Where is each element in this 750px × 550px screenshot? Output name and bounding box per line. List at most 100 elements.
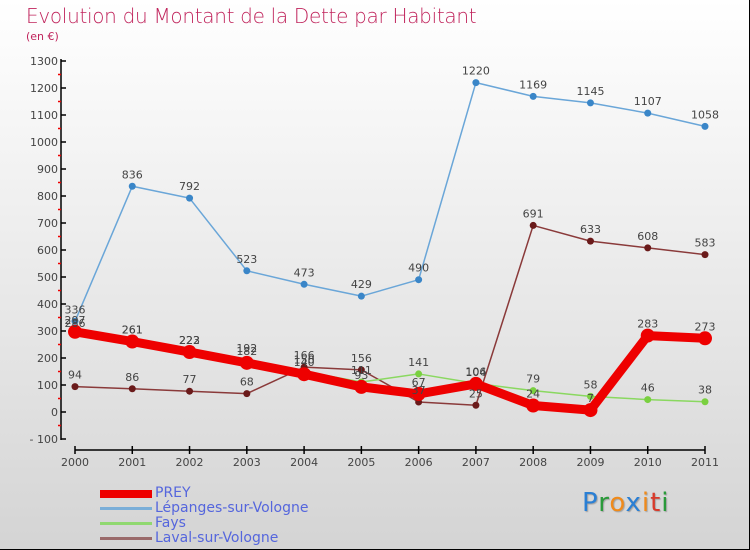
data-point-laval-sur-vologne [644,244,652,252]
legend-swatch-lepanges [100,507,152,510]
data-label-laval-sur-vologne: 37 [412,384,426,397]
data-point-lepanges-sur-vologne [71,317,79,325]
data-point-prey [698,331,712,346]
data-point-prey [468,376,483,391]
data-point-prey [354,379,369,394]
data-point-laval-sur-vologne [71,383,79,391]
data-point-prey [239,355,254,370]
chart-subtitle: (en €) [26,30,59,43]
logo-letter: r [598,488,610,518]
data-point-fays [701,398,709,406]
data-label-prey: 140 [294,356,315,369]
x-tick-label: 2002 [176,456,204,469]
axes: - 100 0 100 200 300 400 500 600 700 800 900 1000 110… [30,55,719,469]
y-tick-label: 1200 [30,82,58,95]
data-label-laval-sur-vologne: 608 [637,230,658,243]
data-point-laval-sur-vologne [701,251,709,259]
data-label-prey: 297 [65,314,86,327]
logo-letter: t [650,488,662,518]
data-label-lepanges-sur-vologne: 473 [294,266,315,279]
data-point-laval-sur-vologne [128,385,136,393]
data-point-lepanges-sur-vologne [128,182,136,190]
y-tick-label: - 100 [30,433,58,446]
legend-swatch-fays [100,522,152,525]
data-label-prey: 7 [587,392,594,405]
data-labels: 336 836 792 523 473 429 490 1220 1169 1145 1107 105… [65,65,720,406]
data-label-prey: 24 [526,388,540,401]
logo-letter: x [625,488,642,518]
data-label-fays: 223 [179,334,200,347]
legend-item-laval: Laval-sur-Vologne [100,531,309,546]
data-label-laval-sur-vologne: 68 [240,376,254,389]
data-label-fays: 46 [641,382,655,395]
data-point-lepanges-sur-vologne [529,92,537,100]
data-label-lepanges-sur-vologne: 836 [122,168,143,181]
x-tick-label: 2011 [691,456,719,469]
data-label-prey: 67 [412,376,426,389]
data-point-fays [644,396,652,404]
legend-label: PREY [155,485,191,501]
data-label-lepanges-sur-vologne: 1058 [691,108,719,121]
y-tick-label: 800 [37,190,58,203]
data-label-lepanges-sur-vologne: 1169 [519,78,547,91]
data-label-prey: 273 [695,320,716,333]
y-tick-label: 0 [51,406,58,419]
logo-letter: o [609,488,626,518]
x-tick-label: 2003 [233,456,261,469]
x-tick-label: 2004 [290,456,318,469]
data-label-lepanges-sur-vologne: 792 [179,180,200,193]
x-tick-label: 2001 [118,456,146,469]
y-tick-label: 200 [37,352,58,365]
data-label-fays: 261 [122,324,143,337]
y-tick-label: 1000 [30,136,58,149]
data-label-laval-sur-vologne: 583 [695,237,716,250]
y-tick-label: 300 [37,325,58,338]
x-tick-label: 2009 [576,456,604,469]
data-label-fays: 79 [526,373,540,386]
data-label-laval-sur-vologne: 94 [68,369,82,382]
legend-swatch-prey [100,489,152,498]
series-group [68,79,712,418]
series-line-prey [74,327,706,415]
data-label-laval-sur-vologne: 633 [580,223,601,236]
data-label-lepanges-sur-vologne: 490 [408,262,429,275]
data-point-laval-sur-vologne [472,401,480,409]
data-point-lepanges-sur-vologne [186,194,194,202]
data-label-laval-sur-vologne: 166 [294,349,315,362]
data-point-lepanges-sur-vologne [472,79,480,87]
legend-item-fays: Fays [100,516,309,531]
data-point-fays [529,387,537,395]
y-tick-label: 700 [37,217,58,230]
chart-title: Evolution du Montant de la Dette par Hab… [26,4,477,28]
legend-label: Laval-sur-Vologne [155,530,279,546]
data-label-fays: 141 [408,356,429,369]
logo-letter: i [661,488,670,518]
data-point-prey [526,398,541,413]
y-tick-label: 1100 [30,109,58,122]
data-label-prey: 93 [354,369,368,382]
data-label-prey: 104 [465,366,486,379]
legend-item-prey: PREY [100,486,309,501]
data-label-laval-sur-vologne: 86 [125,371,139,384]
data-point-prey [583,403,598,418]
legend: PREY Lépanges-sur-Vologne Fays Laval-sur… [100,486,309,546]
data-point-lepanges-sur-vologne [415,276,423,284]
y-tick-label: 100 [37,379,58,392]
data-point-lepanges-sur-vologne [300,280,308,288]
data-label-fays: 58 [583,378,597,391]
data-label-lepanges-sur-vologne: 336 [65,303,86,316]
x-tick-label: 2010 [634,456,662,469]
data-point-laval-sur-vologne [243,390,251,398]
y-tick-label: 400 [37,298,58,311]
data-label-fays: 150 [294,354,315,367]
data-label-laval-sur-vologne: 25 [469,387,483,400]
data-label-fays: 106 [465,365,486,378]
x-tick-label: 2006 [405,456,433,469]
data-label-laval-sur-vologne: 156 [351,352,372,365]
data-label-fays: 286 [65,317,86,330]
data-point-prey [68,324,82,339]
data-label-lepanges-sur-vologne: 429 [351,278,372,291]
data-point-laval-sur-vologne [357,366,365,374]
